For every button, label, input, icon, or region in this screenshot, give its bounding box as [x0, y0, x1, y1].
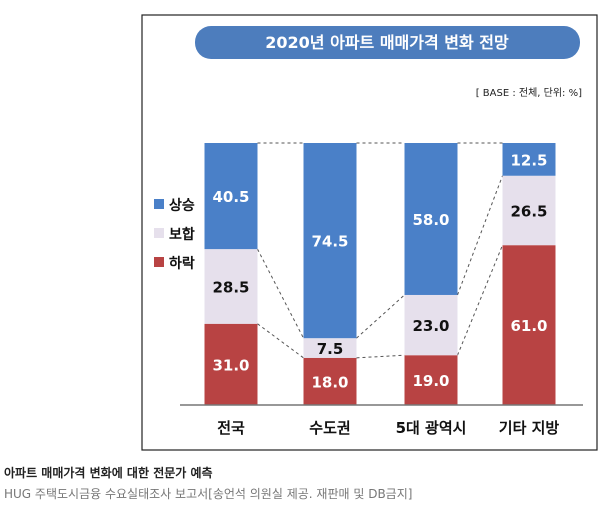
data-label: 19.0	[412, 372, 449, 390]
data-label: 31.0	[212, 356, 249, 374]
data-label: 28.5	[212, 278, 249, 296]
bar-segment	[204, 249, 258, 324]
data-label: 40.5	[212, 188, 249, 206]
x-tick-label: 수도권	[309, 419, 350, 437]
legend-swatch	[154, 257, 164, 267]
x-tick-label: 5대 광역시	[396, 419, 467, 437]
bar-segment	[204, 143, 258, 250]
data-label: 58.0	[412, 211, 449, 229]
bar-segment	[303, 143, 357, 339]
connector-lines	[257, 142, 503, 359]
data-label: 18.0	[311, 373, 348, 391]
connector-line	[356, 354, 405, 359]
title-bar	[195, 26, 580, 59]
bar-segment	[404, 143, 458, 295]
legend-swatch	[154, 228, 164, 238]
x-tick-label: 전국	[217, 419, 245, 437]
legend-label: 상승	[169, 198, 195, 214]
data-label: 23.0	[412, 317, 449, 335]
bar-segment	[502, 175, 556, 246]
data-label: 74.5	[311, 233, 348, 251]
connector-line	[257, 248, 304, 339]
data-label: 26.5	[510, 202, 547, 220]
connector-line	[356, 294, 405, 339]
data-label: 7.5	[317, 340, 344, 358]
legend-label: 하락	[169, 255, 195, 272]
bar-segment	[404, 294, 458, 356]
bar-segment	[502, 245, 556, 405]
unit-note: [ BASE : 전체, 단위: %]	[476, 86, 582, 99]
bar-segment	[204, 323, 258, 405]
chart-title: 2020년 아파트 매매가격 변화 전망	[265, 33, 509, 52]
bar-segment	[303, 357, 357, 405]
x-axis-labels: 전국 수도권 5대 광역시 기타 지방	[217, 419, 559, 437]
caption-source: HUG 주택도시금융 수요실태조사 보고서[송언석 의원실 제공. 재판매 및 …	[4, 487, 413, 501]
data-label: 12.5	[510, 151, 547, 169]
connector-line	[457, 244, 503, 356]
data-label: 61.0	[510, 317, 547, 335]
caption-title: 아파트 매매가격 변화에 대한 전문가 예측	[4, 466, 213, 480]
bar-segment	[404, 355, 458, 405]
bar-group: 31.0 28.5 40.5 18.0 7.5 74.5 19.0 23.0 58.0 61.0 2…	[204, 143, 556, 405]
legend-label: 보합	[169, 226, 195, 243]
bar-segment	[502, 143, 556, 176]
legend-swatch	[154, 199, 164, 209]
x-tick-label: 기타 지방	[499, 419, 560, 437]
bar-segment	[303, 338, 357, 358]
